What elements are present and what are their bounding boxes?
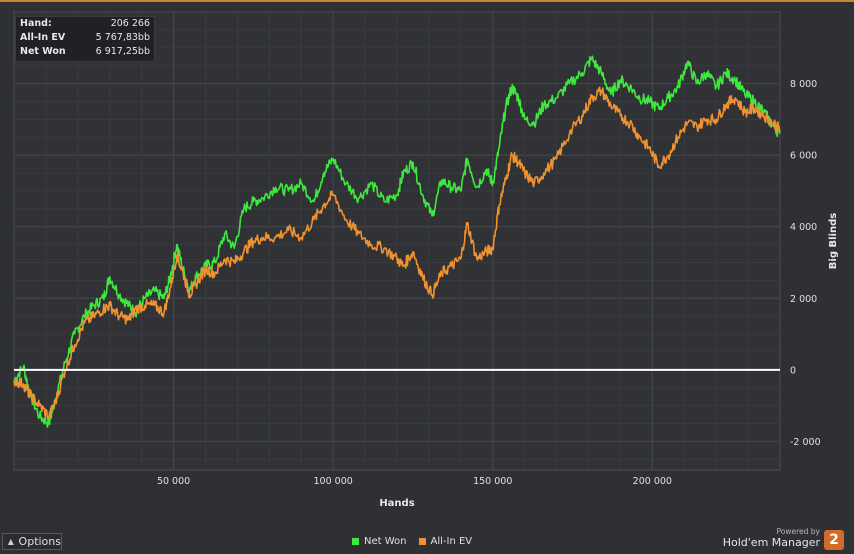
- series-line-all-in-ev: [13, 86, 781, 420]
- y-tick-label: 8 000: [790, 79, 817, 90]
- y-tick-label: 4 000: [790, 222, 817, 233]
- legend-item-net-won[interactable]: Net Won: [352, 536, 407, 547]
- info-label: All-In EV: [20, 32, 66, 43]
- legend-swatch-net-won: [352, 537, 359, 545]
- x-tick-label: 100 000: [314, 476, 353, 487]
- legend: Net Won All-In EV: [352, 534, 484, 548]
- info-value: 6 917,25bb: [95, 46, 150, 57]
- info-label: Hand:: [20, 18, 52, 29]
- info-value: 206 266: [110, 18, 150, 29]
- x-axis-label: Hands: [379, 498, 414, 509]
- info-row-hand: Hand: 206 266: [16, 17, 154, 31]
- y-tick-label: 6 000: [790, 151, 817, 162]
- x-tick-label: 200 000: [633, 476, 672, 487]
- brand: Powered by Hold'em Manager 2: [723, 526, 844, 550]
- window-top-border: [0, 0, 854, 2]
- brand-name: Hold'em Manager: [722, 536, 820, 549]
- legend-label: All-In EV: [430, 535, 473, 547]
- axes: -2 000 0 2 000 4 000 6 000 8 000 50 000 100 000…: [157, 79, 821, 487]
- options-label: Options: [18, 535, 61, 548]
- info-value: 5 767,83bb: [95, 32, 150, 43]
- options-button[interactable]: ▲ Options: [2, 533, 62, 550]
- y-tick-label: 0: [790, 365, 796, 376]
- info-row-net-won: Net Won 6 917,25bb: [16, 45, 154, 59]
- info-label: Net Won: [20, 46, 66, 57]
- series-group: [13, 55, 781, 428]
- hand-info-box: Hand: 206 266 All-In EV 5 767,83bb Net W…: [15, 16, 155, 62]
- y-axis-label: Big Blinds: [828, 213, 839, 269]
- legend-item-all-in-ev[interactable]: All-In EV: [418, 535, 473, 547]
- hm2-logo-icon: 2: [824, 530, 844, 550]
- x-tick-label: 150 000: [473, 476, 512, 487]
- x-tick-label: 50 000: [157, 476, 190, 487]
- y-tick-label: 2 000: [790, 294, 817, 305]
- legend-swatch-all-in-ev: [418, 537, 426, 545]
- info-row-all-in-ev: All-In EV 5 767,83bb: [16, 31, 154, 45]
- legend-label: Net Won: [364, 535, 407, 547]
- chevron-up-icon: ▲: [7, 537, 14, 546]
- powered-by-text: Powered by: [776, 527, 820, 536]
- y-tick-label: -2 000: [790, 437, 821, 448]
